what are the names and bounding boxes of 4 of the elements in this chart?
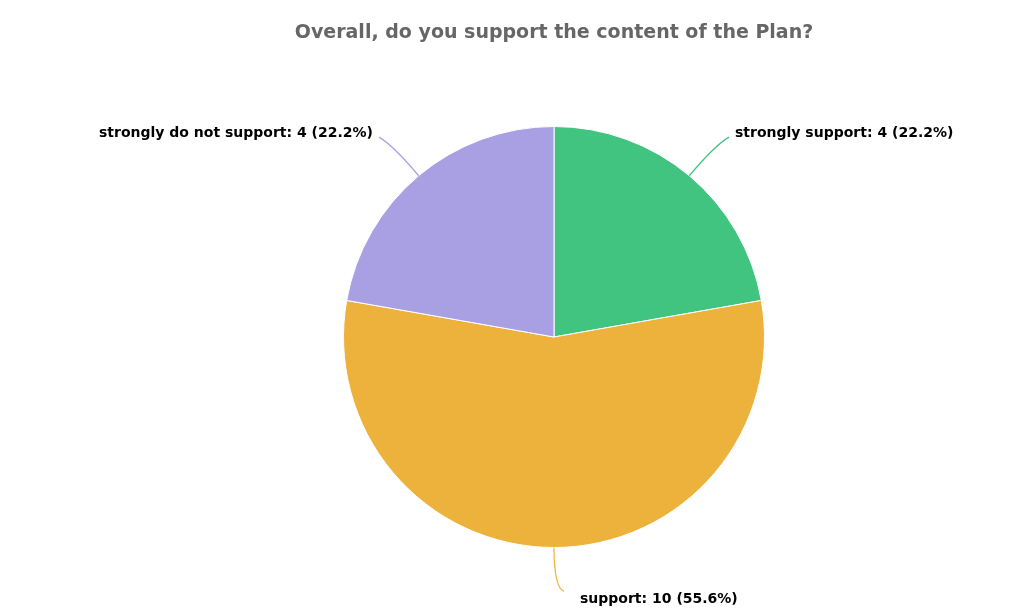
- slice-label: strongly do not support: 4 (22.2%): [98, 123, 373, 140]
- slice-label: support: 10 (55.6%): [580, 590, 738, 607]
- chart-title: Overall, do you support the content of the Plan?: [293, 20, 815, 42]
- slice-label: strongly support: 4 (22.2%): [735, 123, 954, 140]
